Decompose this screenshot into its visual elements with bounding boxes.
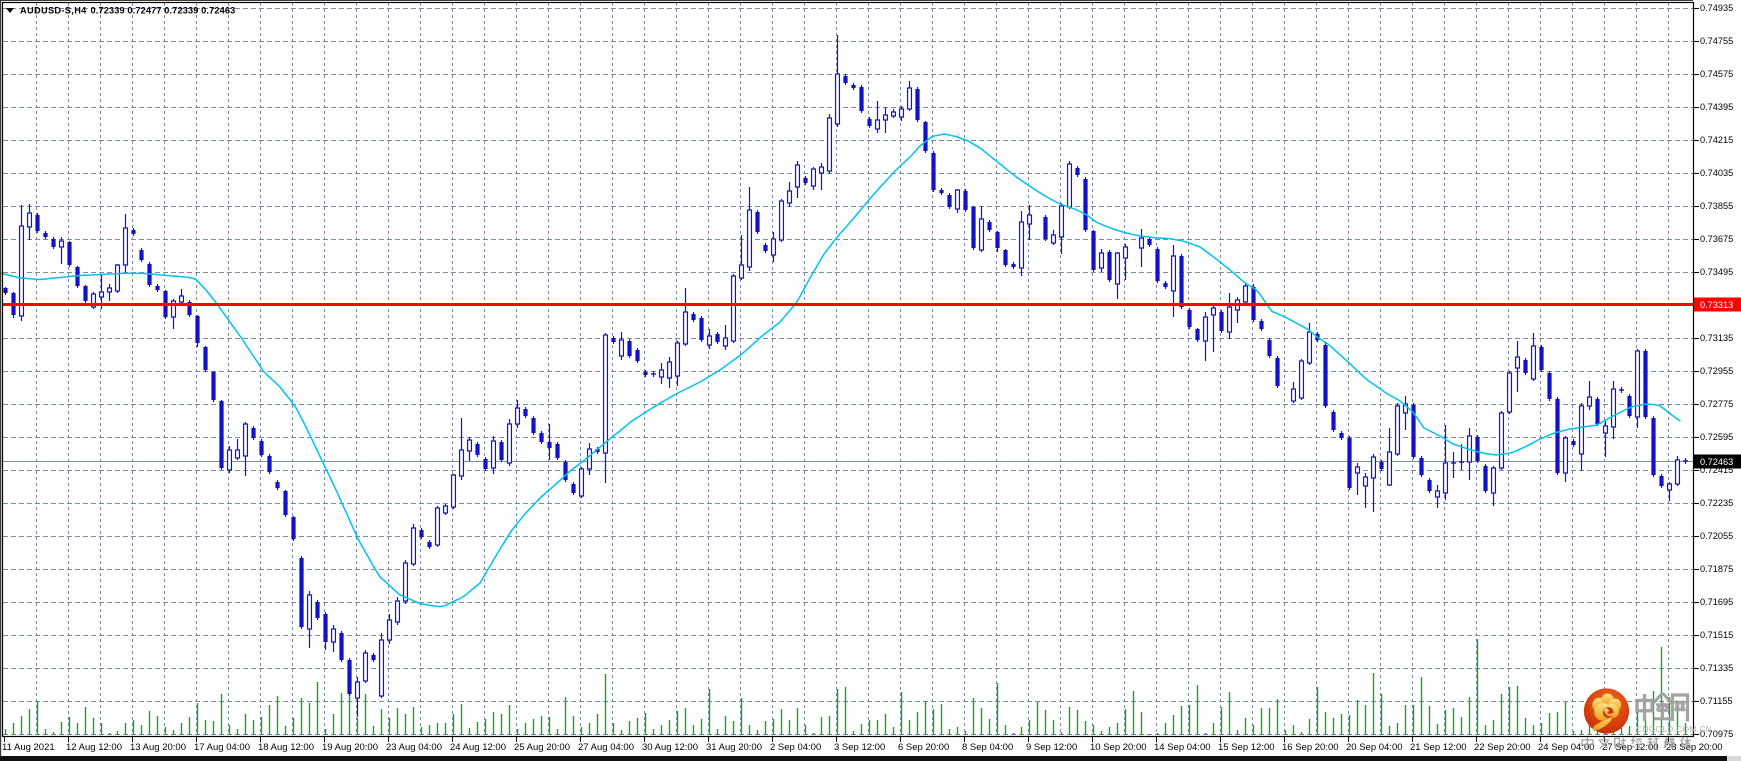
svg-text:25 Aug 20:00: 25 Aug 20:00 (514, 742, 570, 753)
svg-text:0.74215: 0.74215 (1700, 135, 1733, 145)
svg-text:8 Sep 04:00: 8 Sep 04:00 (962, 742, 1013, 753)
svg-text:0.72775: 0.72775 (1700, 399, 1733, 409)
svg-text:0.74575: 0.74575 (1700, 69, 1733, 79)
svg-text:27 Sep 12:00: 27 Sep 12:00 (1602, 742, 1659, 753)
svg-text:0.72055: 0.72055 (1700, 531, 1733, 541)
svg-text:0.72415: 0.72415 (1700, 465, 1733, 475)
svg-text:6 Sep 20:00: 6 Sep 20:00 (898, 742, 949, 753)
svg-text:0.73675: 0.73675 (1700, 234, 1733, 244)
svg-text:12 Aug 12:00: 12 Aug 12:00 (66, 742, 122, 753)
svg-text:0.74755: 0.74755 (1700, 36, 1733, 46)
svg-text:11 Aug 2021: 11 Aug 2021 (2, 742, 55, 753)
svg-text:0.72235: 0.72235 (1700, 498, 1733, 508)
svg-text:16 Sep 20:00: 16 Sep 20:00 (1282, 742, 1339, 753)
svg-text:24 Sep 04:00: 24 Sep 04:00 (1538, 742, 1595, 753)
svg-text:0.73495: 0.73495 (1700, 267, 1733, 277)
svg-text:24 Aug 12:00: 24 Aug 12:00 (450, 742, 506, 753)
svg-text:9 Sep 12:00: 9 Sep 12:00 (1026, 742, 1077, 753)
svg-text:14 Sep 04:00: 14 Sep 04:00 (1154, 742, 1211, 753)
svg-text:0.72463: 0.72463 (1700, 457, 1733, 467)
svg-text:21 Sep 12:00: 21 Sep 12:00 (1410, 742, 1467, 753)
svg-text:0.73855: 0.73855 (1700, 201, 1733, 211)
svg-text:0.71335: 0.71335 (1700, 663, 1733, 673)
svg-text:0.72955: 0.72955 (1700, 366, 1733, 376)
svg-text:0.71695: 0.71695 (1700, 597, 1733, 607)
svg-text:18 Aug 12:00: 18 Aug 12:00 (258, 742, 314, 753)
svg-text:2 Sep 04:00: 2 Sep 04:00 (770, 742, 821, 753)
svg-text:3 Sep 12:00: 3 Sep 12:00 (834, 742, 885, 753)
svg-text:0.74035: 0.74035 (1700, 168, 1733, 178)
svg-text:0.70975: 0.70975 (1700, 729, 1733, 739)
svg-text:0.74935: 0.74935 (1700, 3, 1733, 13)
svg-text:19 Aug 20:00: 19 Aug 20:00 (322, 742, 378, 753)
svg-text:15 Sep 12:00: 15 Sep 12:00 (1218, 742, 1275, 753)
svg-text:0.73313: 0.73313 (1700, 300, 1733, 310)
svg-text:0.71515: 0.71515 (1700, 630, 1733, 640)
svg-text:17 Aug 04:00: 17 Aug 04:00 (194, 742, 250, 753)
svg-text:23 Aug 04:00: 23 Aug 04:00 (386, 742, 442, 753)
svg-text:10 Sep 20:00: 10 Sep 20:00 (1090, 742, 1147, 753)
svg-text:0.73135: 0.73135 (1700, 333, 1733, 343)
svg-text:0.72339 0.72477 0.72339 0.7246: 0.72339 0.72477 0.72339 0.72463 (91, 6, 236, 16)
svg-text:13 Aug 20:00: 13 Aug 20:00 (130, 742, 186, 753)
svg-text:0.71875: 0.71875 (1700, 564, 1733, 574)
svg-text:0.74395: 0.74395 (1700, 102, 1733, 112)
svg-text:0.72595: 0.72595 (1700, 432, 1733, 442)
svg-text:30 Aug 12:00: 30 Aug 12:00 (642, 742, 698, 753)
svg-text:27 Aug 04:00: 27 Aug 04:00 (578, 742, 634, 753)
svg-text:CNGOLD.COM.CN: CNGOLD.COM.CN (1636, 724, 1712, 734)
svg-text:AUDUSD-S,H4: AUDUSD-S,H4 (20, 6, 87, 16)
svg-text:31 Aug 20:00: 31 Aug 20:00 (706, 742, 762, 753)
svg-text:28 Sep 20:00: 28 Sep 20:00 (1666, 742, 1723, 753)
svg-text:22 Sep 20:00: 22 Sep 20:00 (1474, 742, 1531, 753)
svg-text:0.71155: 0.71155 (1700, 696, 1733, 706)
svg-text:20 Sep 04:00: 20 Sep 04:00 (1346, 742, 1403, 753)
